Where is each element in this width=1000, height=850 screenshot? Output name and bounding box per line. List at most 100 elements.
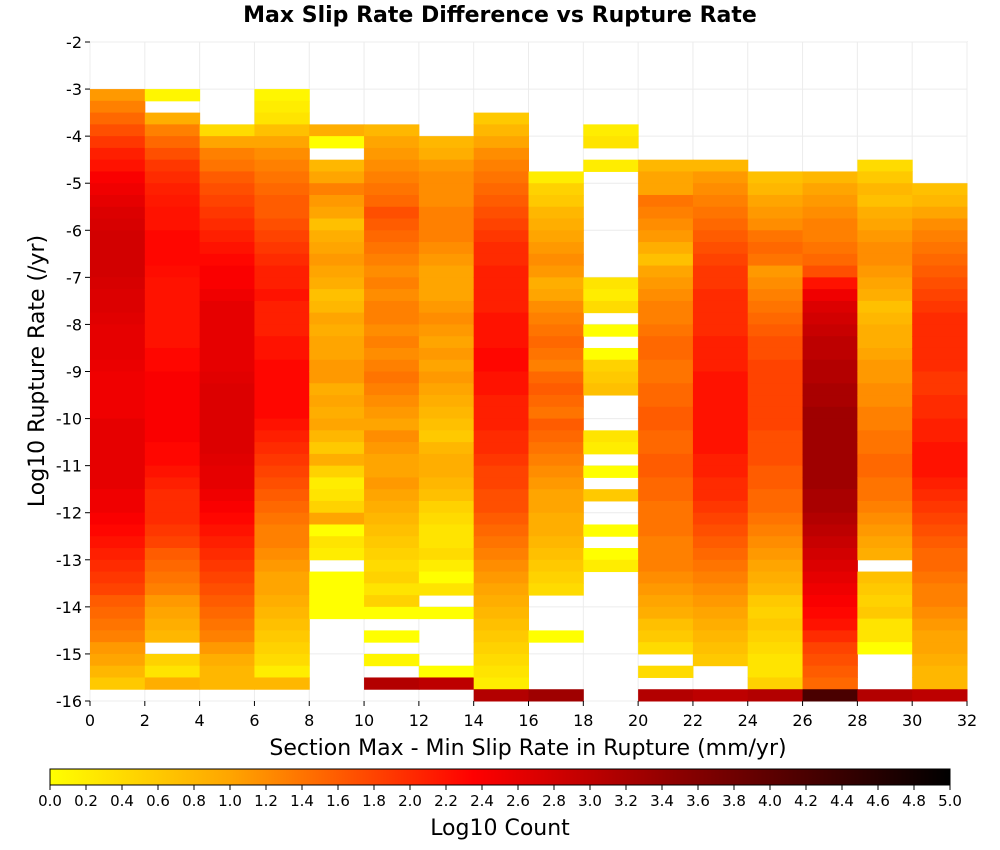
heatmap-cell bbox=[692, 336, 749, 349]
heatmap-cell bbox=[638, 171, 694, 184]
heatmap-cell bbox=[638, 159, 694, 172]
heatmap-cell bbox=[692, 536, 749, 549]
heatmap-cell bbox=[254, 606, 310, 620]
heatmap-cell bbox=[364, 289, 420, 302]
heatmap-cell bbox=[254, 595, 310, 608]
heatmap-cell bbox=[802, 512, 858, 525]
heatmap-cell bbox=[802, 253, 858, 267]
heatmap-cell bbox=[364, 147, 420, 161]
heatmap-cell bbox=[364, 606, 420, 620]
heatmap-cell bbox=[90, 559, 146, 573]
heatmap-cell bbox=[144, 442, 201, 455]
heatmap-cell bbox=[802, 689, 858, 702]
heatmap-cell bbox=[199, 230, 255, 243]
heatmap-cell bbox=[473, 242, 529, 255]
heatmap-cell bbox=[528, 359, 584, 372]
heatmap-cell bbox=[364, 500, 420, 514]
y-tick-label: -14 bbox=[56, 598, 82, 617]
heatmap-cell bbox=[90, 536, 146, 549]
heatmap-cell bbox=[473, 324, 529, 337]
colorbar-tick-label: 3.6 bbox=[686, 792, 710, 810]
heatmap-cell bbox=[418, 171, 475, 184]
heatmap-cell bbox=[528, 465, 584, 478]
heatmap-cell bbox=[528, 536, 584, 549]
heatmap-cell bbox=[254, 548, 310, 561]
heatmap-cell bbox=[912, 277, 968, 290]
heatmap-cell bbox=[309, 183, 365, 196]
heatmap-cell bbox=[912, 548, 968, 561]
heatmap-cell bbox=[199, 300, 255, 314]
heatmap-cell bbox=[692, 347, 749, 361]
heatmap-cell bbox=[309, 465, 365, 478]
heatmap-cell bbox=[90, 606, 146, 620]
heatmap-cell bbox=[309, 548, 365, 561]
heatmap-cell bbox=[583, 300, 639, 314]
heatmap-cell bbox=[254, 336, 310, 349]
heatmap-cell bbox=[309, 253, 365, 267]
heatmap-cell bbox=[473, 595, 529, 608]
heatmap-cell bbox=[583, 347, 639, 361]
heatmap-cell bbox=[199, 442, 255, 455]
heatmap-cell bbox=[857, 359, 913, 372]
heatmap-cell bbox=[747, 383, 804, 396]
heatmap-cell bbox=[144, 606, 201, 620]
x-tick-label: 14 bbox=[464, 711, 484, 730]
heatmap-cell bbox=[857, 583, 913, 596]
heatmap-cell bbox=[692, 465, 749, 478]
heatmap-cell bbox=[692, 595, 749, 608]
heatmap-cell bbox=[638, 395, 694, 408]
heatmap-cell bbox=[528, 206, 584, 220]
heatmap-cell bbox=[254, 477, 310, 490]
heatmap-cell bbox=[254, 665, 310, 678]
heatmap-cell bbox=[857, 159, 913, 172]
heatmap-cell bbox=[199, 653, 255, 667]
heatmap-cell bbox=[144, 548, 201, 561]
heatmap-cell bbox=[583, 359, 639, 372]
heatmap-cell bbox=[638, 571, 694, 584]
heatmap-cell bbox=[309, 453, 365, 467]
heatmap-cell bbox=[144, 206, 201, 220]
heatmap-cell bbox=[254, 630, 310, 643]
x-tick-label: 18 bbox=[573, 711, 593, 730]
heatmap-cell bbox=[747, 183, 804, 196]
heatmap-cell bbox=[802, 548, 858, 561]
heatmap-cell bbox=[692, 559, 749, 573]
heatmap-cell bbox=[692, 642, 749, 655]
heatmap-cell bbox=[144, 536, 201, 549]
heatmap-cell bbox=[254, 124, 310, 137]
heatmap-cell bbox=[309, 206, 365, 220]
heatmap-cell bbox=[473, 289, 529, 302]
heatmap-cell bbox=[912, 559, 968, 573]
colorbar-tick-label: 4.4 bbox=[830, 792, 854, 810]
heatmap-cell bbox=[638, 453, 694, 467]
heatmap-cell bbox=[528, 524, 584, 537]
heatmap-cell bbox=[473, 442, 529, 455]
heatmap-cell bbox=[418, 583, 475, 596]
heatmap-cell bbox=[857, 418, 913, 431]
colorbar-tick-label: 4.6 bbox=[866, 792, 890, 810]
heatmap-cell bbox=[144, 465, 201, 478]
colorbar-tick-label: 0.0 bbox=[38, 792, 62, 810]
heatmap-cell bbox=[364, 630, 420, 643]
heatmap-cell bbox=[473, 194, 529, 208]
heatmap-cell bbox=[364, 253, 420, 267]
heatmap-cell bbox=[912, 453, 968, 467]
heatmap-cell bbox=[418, 489, 475, 502]
heatmap-cell bbox=[638, 618, 694, 631]
heatmap-cell bbox=[802, 300, 858, 314]
heatmap-cell bbox=[309, 477, 365, 490]
heatmap-cell bbox=[912, 300, 968, 314]
heatmap-cell bbox=[90, 230, 146, 243]
heatmap-cell bbox=[638, 606, 694, 620]
heatmap-cell bbox=[638, 265, 694, 278]
heatmap-cell bbox=[692, 312, 749, 325]
heatmap-cell bbox=[747, 689, 804, 702]
heatmap-cell bbox=[802, 653, 858, 667]
heatmap-cell bbox=[638, 524, 694, 537]
heatmap-cell bbox=[364, 406, 420, 420]
heatmap-cell bbox=[90, 395, 146, 408]
heatmap-cell bbox=[418, 206, 475, 220]
heatmap-cell bbox=[747, 500, 804, 514]
heatmap-cell bbox=[857, 453, 913, 467]
heatmap-cell bbox=[802, 618, 858, 631]
